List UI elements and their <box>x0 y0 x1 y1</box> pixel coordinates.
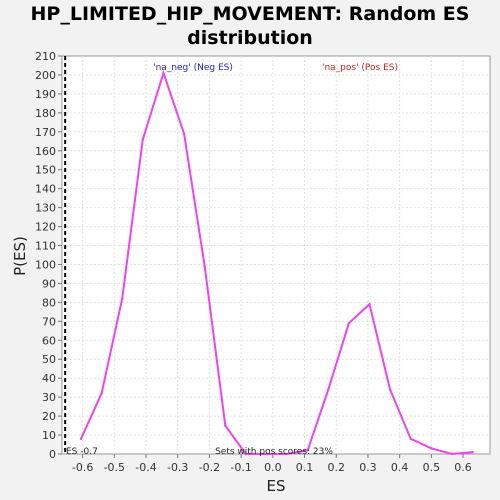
chart-title-line-1: HP_LIMITED_HIP_MOVEMENT: Random ES <box>30 3 470 25</box>
y-tick-label: 70 <box>42 315 56 328</box>
x-axis-ticks: -0.6 -0.5 -0.4 -0.3 -0.2 -0.1 0.0 0.1 0.2 0.3 0.4 0… <box>72 454 472 474</box>
x-tick-label: 0.4 <box>391 461 409 474</box>
x-tick-label: -0.2 <box>199 461 220 474</box>
series-point <box>203 265 206 268</box>
pos-scores-footer: Sets with pos scores: 23% <box>215 447 333 457</box>
y-tick-label: 30 <box>42 391 56 404</box>
y-tick-label: 120 <box>35 221 56 234</box>
grid-lines <box>62 56 490 454</box>
y-tick-label: 60 <box>42 334 56 347</box>
y-tick-label: 170 <box>35 126 56 139</box>
y-tick-label: 140 <box>35 183 56 196</box>
chart-title-line-2: distribution <box>187 27 313 49</box>
series-point <box>121 297 124 300</box>
x-tick-label: 0.1 <box>296 461 314 474</box>
x-axis-label: ES <box>267 477 286 495</box>
series-point <box>224 424 227 427</box>
series-point <box>141 138 145 141</box>
x-tick-label: -0.5 <box>104 461 125 474</box>
y-tick-label: 150 <box>35 164 56 177</box>
y-tick-label: 200 <box>35 69 56 82</box>
x-tick-label: 0.2 <box>327 461 345 474</box>
series-point <box>471 450 474 454</box>
series-point <box>430 447 433 450</box>
plot-area <box>61 55 491 455</box>
x-tick-label: -0.1 <box>230 461 251 474</box>
x-tick-label: 0.3 <box>359 461 377 474</box>
y-axis-ticks: 0 10 20 30 40 50 60 70 80 90 100 110 120 130 140 150 160… <box>35 50 62 461</box>
series-point <box>347 322 351 325</box>
y-tick-label: 160 <box>35 145 56 158</box>
series-point <box>162 71 165 75</box>
y-tick-label: 130 <box>35 202 56 215</box>
es-marker-label: ES -0.7 <box>66 447 98 457</box>
y-tick-label: 100 <box>35 258 56 271</box>
y-tick-label: 0 <box>49 448 56 461</box>
series-point <box>388 388 392 391</box>
series-point <box>327 388 330 391</box>
y-tick-label: 10 <box>42 429 56 442</box>
y-tick-label: 20 <box>42 410 56 423</box>
series-point <box>265 452 268 456</box>
y-tick-label: 180 <box>35 107 56 120</box>
series-point <box>244 452 248 456</box>
chart-title: HP_LIMITED_HIP_MOVEMENT: Random ES distr… <box>0 2 500 50</box>
x-tick-label: 0.5 <box>423 461 441 474</box>
x-tick-label: -0.3 <box>167 461 188 474</box>
y-tick-label: 210 <box>35 50 56 63</box>
y-tick-label: 50 <box>42 353 56 366</box>
y-tick-label: 40 <box>42 372 56 385</box>
neg-es-label: 'na_neg' (Neg ES) <box>153 63 233 73</box>
series-points <box>79 71 474 456</box>
series-point <box>450 452 454 456</box>
y-tick-label: 80 <box>42 296 56 309</box>
series-line <box>80 69 473 456</box>
pos-es-label: 'na_pos' (Pos ES) <box>322 63 398 73</box>
x-tick-label: -0.6 <box>72 461 93 474</box>
series-point <box>100 392 103 395</box>
x-tick-label: 0.6 <box>454 461 472 474</box>
series-point <box>306 449 309 452</box>
series-point <box>409 437 412 441</box>
series-point <box>182 132 186 135</box>
series-point <box>285 452 289 456</box>
y-axis-label: P(ES) <box>11 236 29 276</box>
x-tick-label: -0.4 <box>135 461 156 474</box>
y-tick-label: 190 <box>35 88 56 101</box>
y-tick-label: 110 <box>35 240 56 253</box>
series-point <box>79 437 83 441</box>
y-tick-label: 90 <box>42 277 56 290</box>
series-point <box>368 303 371 306</box>
x-tick-label: 0.0 <box>264 461 282 474</box>
